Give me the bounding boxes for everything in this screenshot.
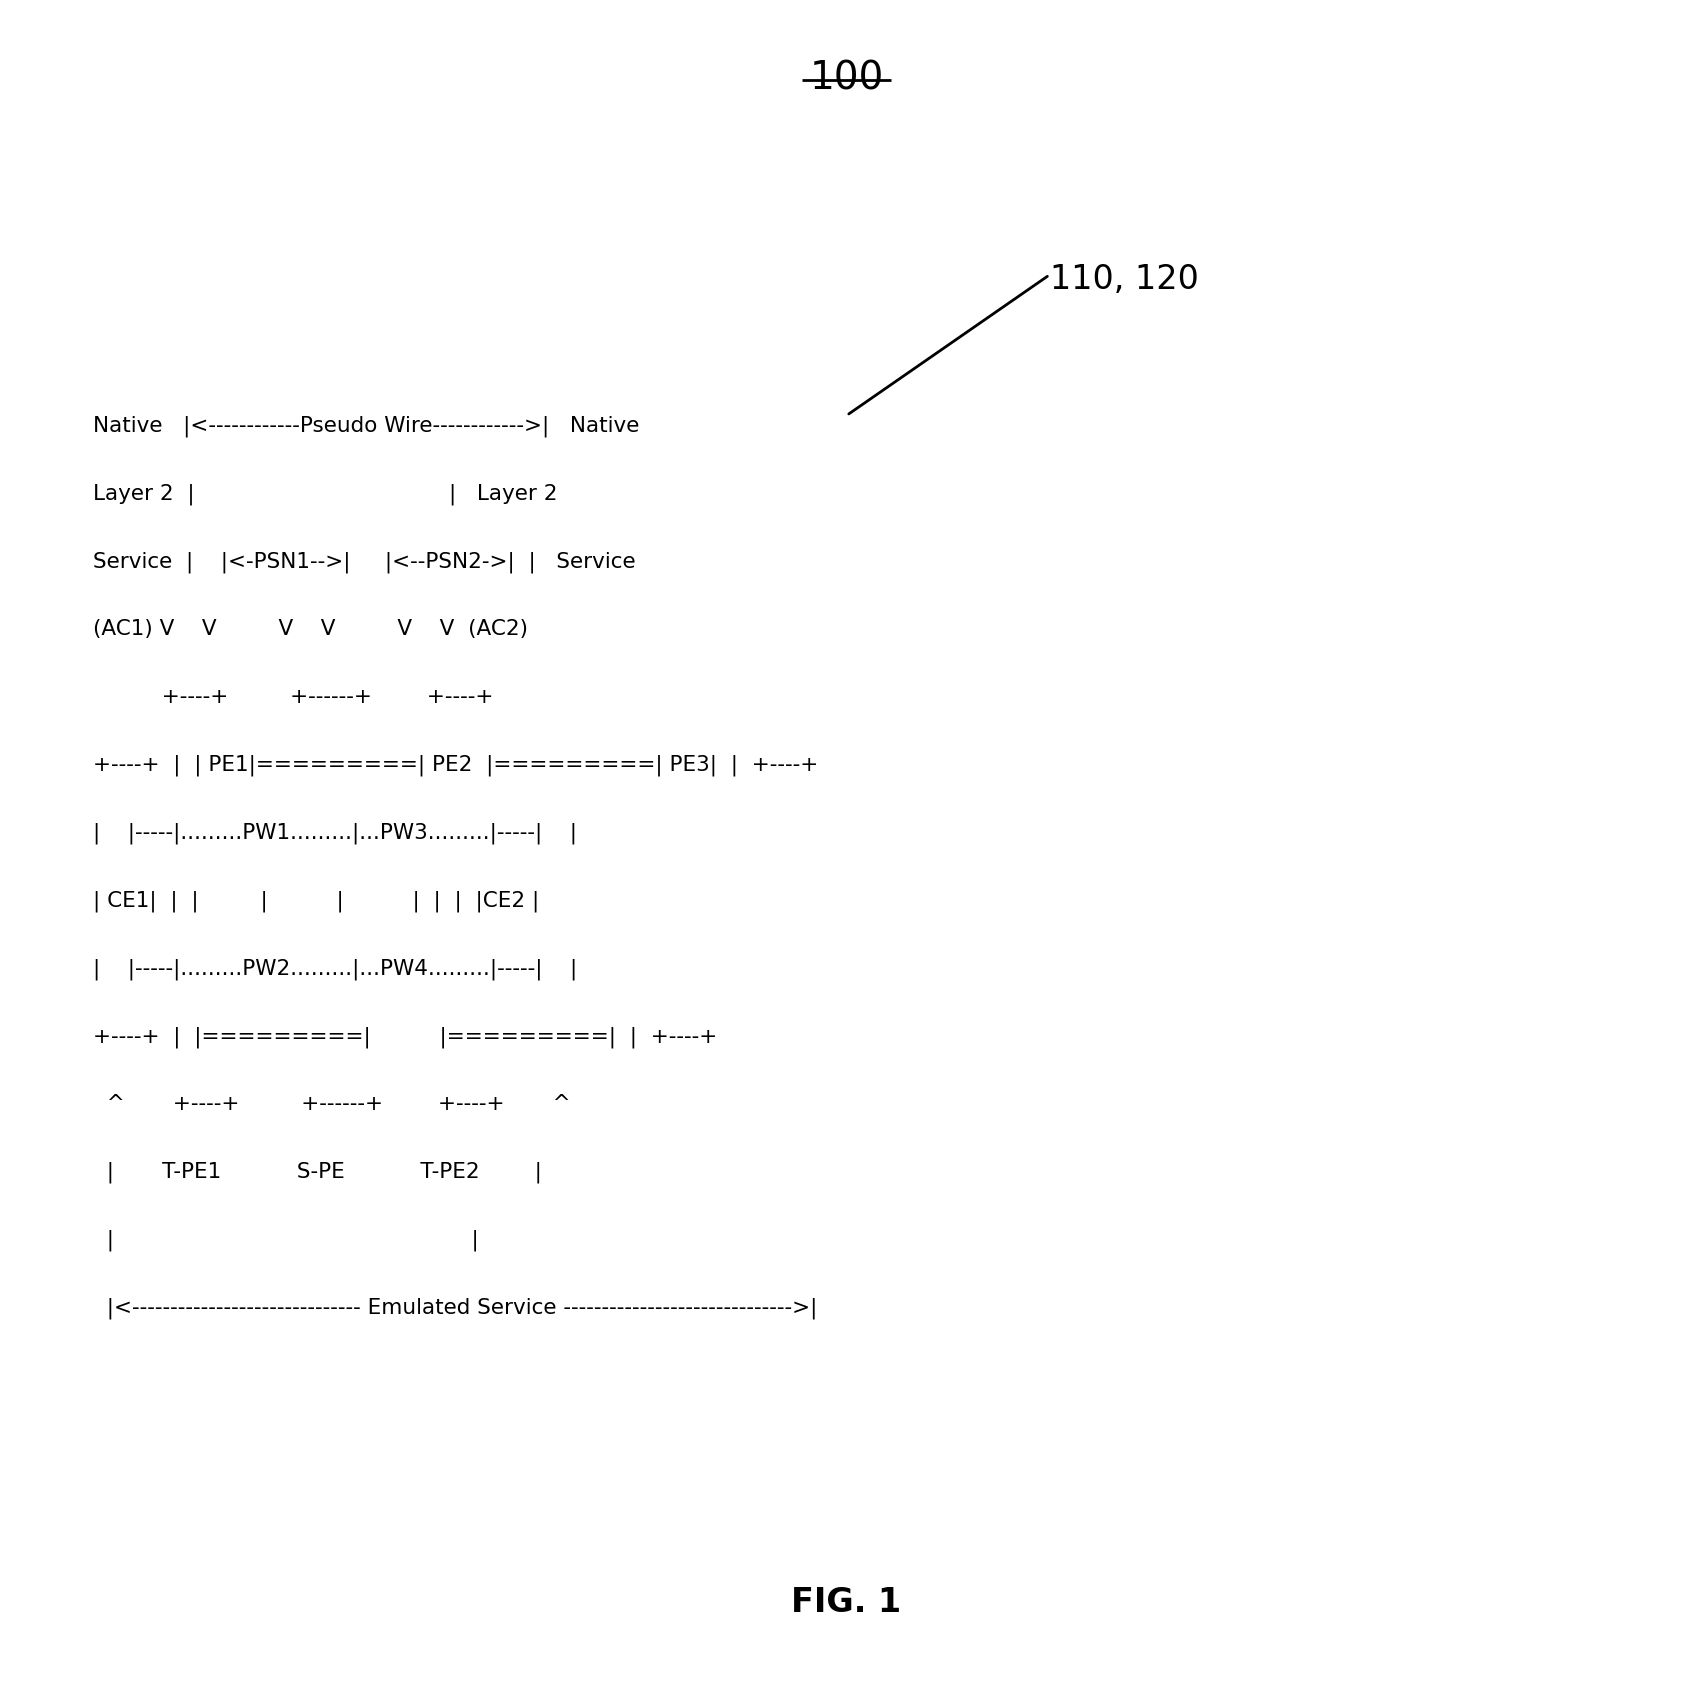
Text: |                                                    |: | | <box>93 1230 479 1252</box>
Text: Native   |<------------Pseudo Wire------------>|   Native: Native |<------------Pseudo Wire--------… <box>93 416 640 438</box>
Text: |       T-PE1           S-PE           T-PE2        |: | T-PE1 S-PE T-PE2 | <box>93 1162 542 1184</box>
Text: (AC1) V    V         V    V         V    V  (AC2): (AC1) V V V V V V (AC2) <box>93 619 528 639</box>
Text: 110, 120: 110, 120 <box>1050 263 1199 295</box>
Text: Service  |    |<-PSN1-->|     |<--PSN2->|  |   Service: Service | |<-PSN1-->| |<--PSN2->| | Serv… <box>93 551 637 573</box>
Text: +----+         +------+        +----+: +----+ +------+ +----+ <box>93 687 493 707</box>
Text: |    |-----|.........PW2.........|...PW4.........|-----|    |: | |-----|.........PW2.........|...PW4...… <box>93 958 577 980</box>
Text: Layer 2  |                                     |   Layer 2: Layer 2 | | Layer 2 <box>93 483 557 505</box>
Text: +----+  |  | PE1|=========| PE2  |=========| PE3|  |  +----+: +----+ | | PE1|=========| PE2 |=========… <box>93 755 818 777</box>
Text: ^       +----+         +------+        +----+       ^: ^ +----+ +------+ +----+ ^ <box>93 1094 571 1114</box>
Text: +----+  |  |=========|          |=========|  |  +----+: +----+ | |=========| |=========| | +----… <box>93 1026 718 1048</box>
Text: | CE1|  |  |         |          |          |  |  |  |CE2 |: | CE1| | | | | | | | |CE2 | <box>93 890 540 912</box>
Text: 100: 100 <box>809 59 884 97</box>
Text: |<------------------------------ Emulated Service ------------------------------: |<------------------------------ Emulate… <box>93 1297 818 1319</box>
Text: |    |-----|.........PW1.........|...PW3.........|-----|    |: | |-----|.........PW1.........|...PW3...… <box>93 823 577 845</box>
Text: FIG. 1: FIG. 1 <box>791 1586 902 1620</box>
